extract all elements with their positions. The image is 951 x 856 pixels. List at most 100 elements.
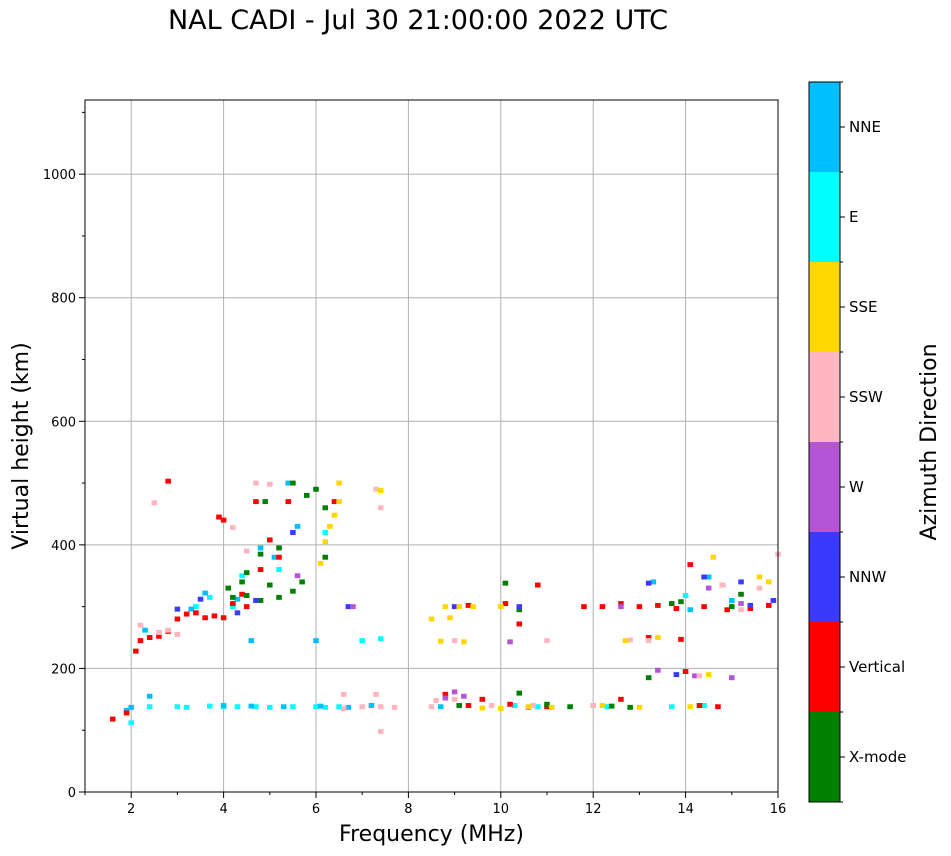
echo-point <box>290 588 296 594</box>
echo-point <box>645 635 652 641</box>
echo-point <box>239 573 245 579</box>
echo-point <box>276 554 282 560</box>
echo-point <box>465 602 472 608</box>
echo-point <box>738 579 744 585</box>
echo-point <box>377 636 384 642</box>
echo-point <box>137 622 144 628</box>
echo-point <box>599 703 606 708</box>
echo-point <box>705 672 712 678</box>
x-tick-label: 2 <box>127 802 135 817</box>
echo-point <box>234 610 241 616</box>
echo-point <box>673 606 680 611</box>
y-axis-label: Virtual height (km) <box>9 342 34 549</box>
colorbar-swatch <box>809 442 840 532</box>
echo-point <box>428 704 435 710</box>
echo-point <box>174 606 181 612</box>
echo-point <box>262 499 268 505</box>
echo-point <box>729 675 735 681</box>
echo-point <box>650 579 657 585</box>
echo-point <box>461 693 467 699</box>
echo-point <box>267 481 273 487</box>
echo-point <box>548 704 555 710</box>
echo-point <box>230 601 236 607</box>
echo-point <box>544 701 550 707</box>
echo-point <box>317 560 324 566</box>
echo-point <box>280 704 287 710</box>
echo-point <box>202 615 208 621</box>
colorbar-tick-label: X-mode <box>849 748 906 766</box>
echo-point <box>294 523 301 529</box>
echo-point <box>516 621 523 627</box>
echo-point <box>747 602 754 608</box>
echo-point <box>719 582 726 588</box>
echo-point <box>257 567 264 573</box>
echo-point <box>655 635 661 641</box>
echo-point <box>507 701 513 707</box>
echo-point <box>465 703 472 708</box>
x-tick-label: 4 <box>219 802 227 817</box>
echo-point <box>197 596 204 602</box>
echo-point <box>618 696 624 702</box>
colorbar-tick-label: SSE <box>849 298 878 316</box>
echo-point <box>331 499 338 505</box>
echo-point <box>243 593 250 598</box>
echo-point <box>756 574 763 580</box>
colorbar-tick-label: NNW <box>849 568 886 586</box>
echo-point <box>377 505 384 511</box>
echo-point <box>290 530 296 535</box>
echo-point <box>668 704 675 710</box>
echo-point <box>456 604 462 610</box>
echo-point <box>285 480 292 486</box>
echo-point <box>678 636 684 642</box>
echo-point <box>206 703 213 709</box>
echo-point <box>567 704 573 710</box>
echo-point <box>248 703 255 709</box>
colorbar-swatch <box>809 82 840 172</box>
y-tick-label: 1000 <box>43 168 76 183</box>
echo-point <box>622 638 629 644</box>
echo-point <box>544 638 550 644</box>
echo-point <box>442 695 449 701</box>
echo-point <box>285 499 292 505</box>
echo-point <box>225 585 231 591</box>
echo-point <box>488 703 495 708</box>
echo-point <box>303 492 310 498</box>
echo-point <box>627 637 633 643</box>
colorbar: X-mode Vertical NNW W SSW SSE E NNE <box>808 81 906 803</box>
echo-point <box>599 604 606 610</box>
axes: 2 4 6 8 10 12 14 16 0 200 400 600 800 1000 <box>43 99 786 817</box>
colorbar-tick-label: SSW <box>849 388 883 406</box>
echo-point <box>340 691 347 697</box>
echo-point <box>230 604 236 610</box>
echo-point <box>437 638 444 644</box>
colorbar-swatch <box>809 532 840 622</box>
echo-point <box>174 704 181 710</box>
echo-point <box>313 704 319 710</box>
echo-point <box>183 611 190 617</box>
echo-point <box>267 582 273 588</box>
echo-point <box>765 602 772 608</box>
echo-point <box>377 704 384 710</box>
echo-point <box>534 704 541 710</box>
plot-frame <box>84 99 779 793</box>
echo-point <box>373 486 379 492</box>
echo-point <box>128 704 134 710</box>
echo-point <box>428 616 435 622</box>
echo-point <box>377 488 384 493</box>
echo-point <box>146 635 153 641</box>
echo-point <box>765 579 772 585</box>
echo-point <box>359 638 365 644</box>
echo-point <box>313 638 319 644</box>
echo-point <box>696 673 703 679</box>
echo-point <box>220 517 227 523</box>
echo-point <box>451 696 458 702</box>
echo-point <box>479 705 486 711</box>
echo-point <box>687 704 693 710</box>
echo-point <box>627 704 633 710</box>
echo-point <box>322 530 329 535</box>
echo-point <box>165 478 171 484</box>
x-tick-label: 14 <box>677 802 694 817</box>
echo-point <box>340 706 347 712</box>
echo-point <box>345 604 352 610</box>
echo-point <box>678 599 684 605</box>
